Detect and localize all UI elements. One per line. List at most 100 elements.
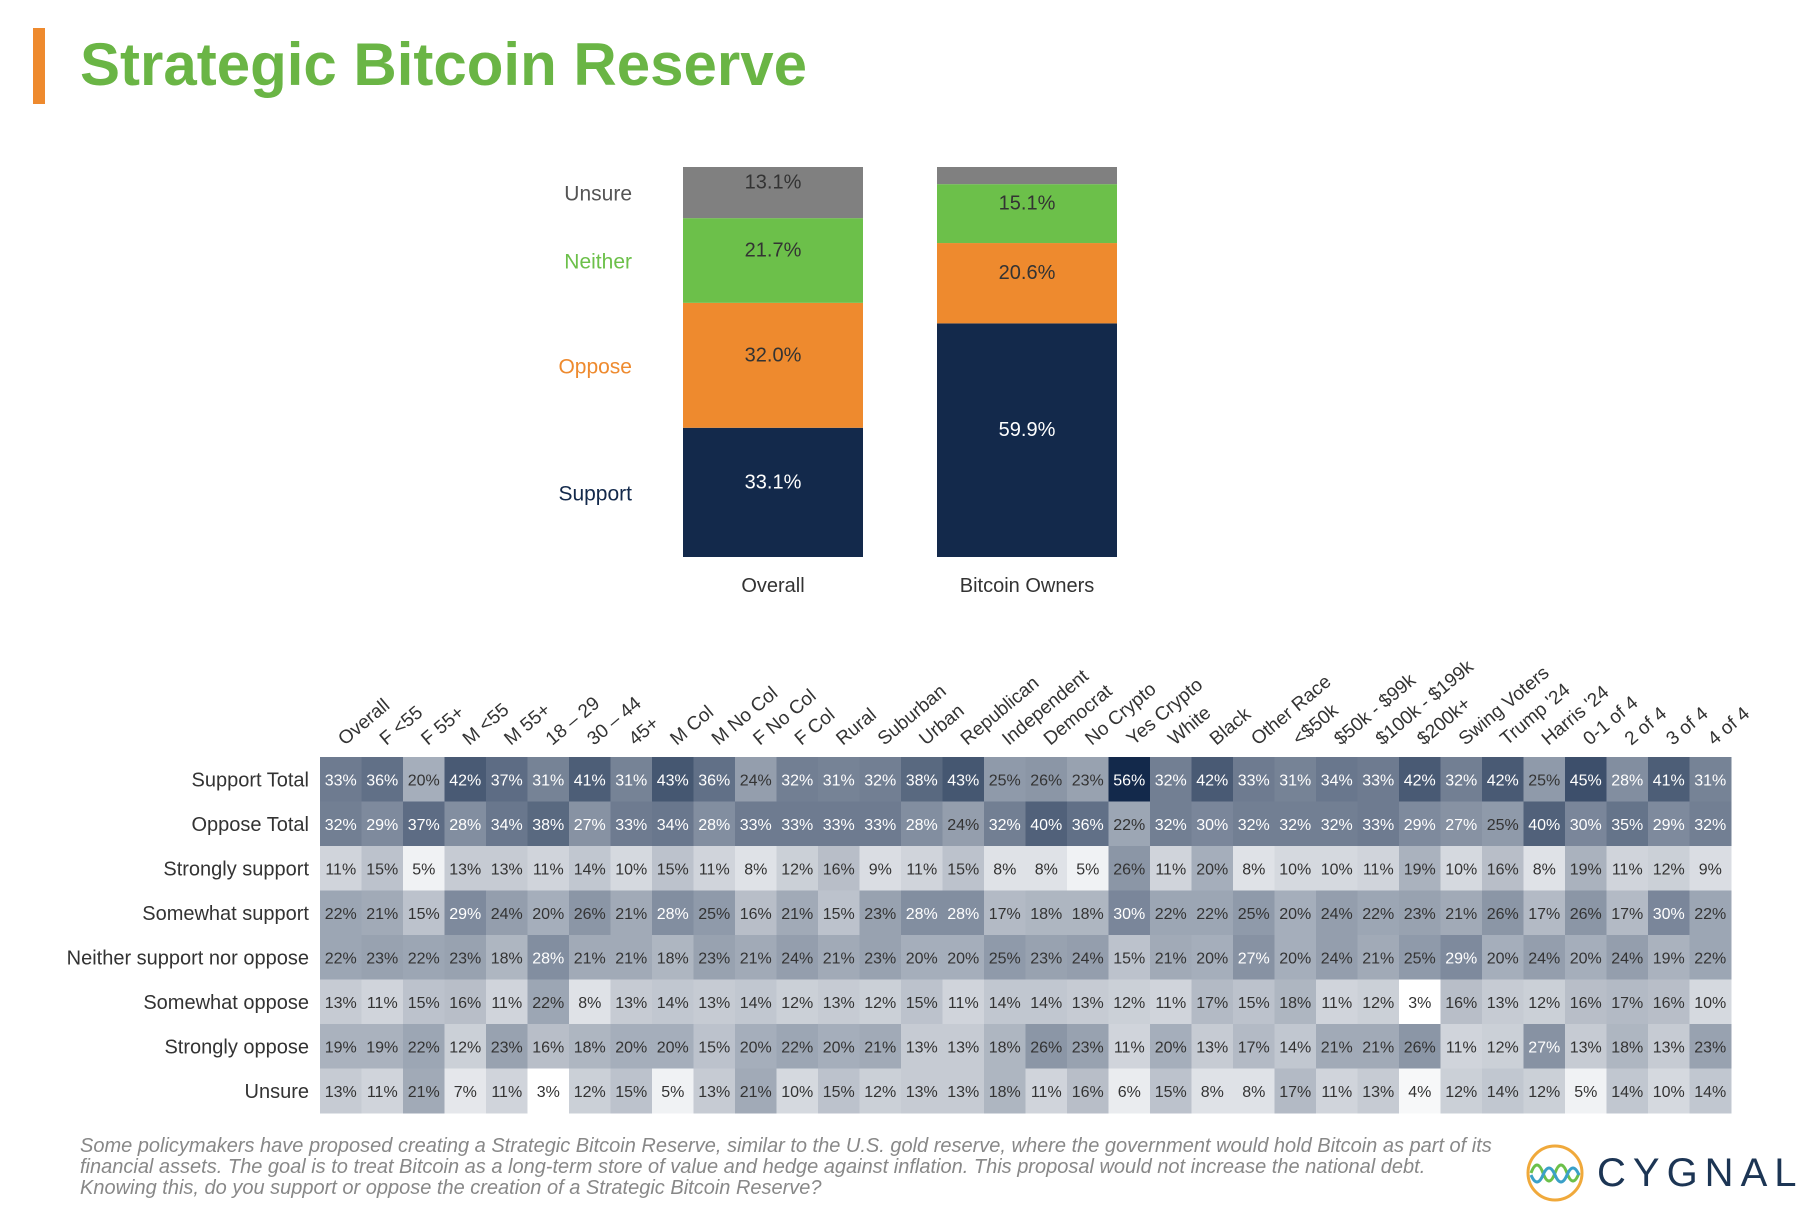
heat-cell-label: 16% <box>823 861 855 878</box>
heat-cell-label: 32% <box>325 817 357 834</box>
heat-cell-unsure-m-col <box>652 1068 694 1114</box>
heat-cell-support-total-m-55 <box>444 757 487 802</box>
heat-cell-neither-support-nor-oppose-200k <box>1399 935 1441 980</box>
heat-cell-oppose-total-200k <box>1399 801 1441 847</box>
heat-cell-unsure-50k-99k <box>1316 1068 1358 1114</box>
heat-cell-support-total-4-of-4 <box>1689 757 1732 802</box>
heat-cell-unsure-republican <box>942 1068 985 1114</box>
heat-cell-label: 29% <box>1445 950 1477 967</box>
heat-cell-label: 38% <box>906 772 938 789</box>
heat-cell-strongly-support-other-race <box>1233 846 1275 891</box>
heat-cell-neither-support-nor-oppose-f-55 <box>361 935 404 980</box>
heat-cell-support-total-overall <box>320 757 362 802</box>
heat-cell-neither-support-nor-oppose-m-55 <box>444 935 487 980</box>
heat-cell-label: 31% <box>1694 772 1726 789</box>
heat-cell-neither-support-nor-oppose-f-no-col <box>735 935 777 980</box>
heat-cell-label: 32% <box>989 817 1021 834</box>
heat-cell-label: 25% <box>1238 906 1270 923</box>
heat-cell-strongly-support-50k-99k <box>1316 846 1358 891</box>
heat-cell-neither-support-nor-oppose-harris-24 <box>1523 935 1566 980</box>
heat-cell-strongly-oppose-no-crypto <box>1067 1024 1109 1069</box>
heat-cell-somewhat-support-suburban <box>859 890 902 936</box>
heat-cell-somewhat-oppose-m-no-col <box>693 979 736 1025</box>
heat-cell-label: 11% <box>325 861 356 878</box>
heat-cell-strongly-support-f-55 <box>403 846 445 891</box>
logo-text: CYGNAL <box>1597 1150 1804 1195</box>
bar-overall-neither <box>683 218 863 303</box>
heat-cell-somewhat-support-democrat <box>1025 890 1068 936</box>
heat-cell-label: 36% <box>1072 817 1104 834</box>
heat-cell-somewhat-oppose-m-col <box>652 979 694 1025</box>
heat-cell-somewhat-oppose-overall <box>320 979 362 1025</box>
heat-cell-strongly-support-3-of-4 <box>1648 846 1690 891</box>
heat-cell-label: 21% <box>615 950 647 967</box>
heat-cell-label: 17% <box>1196 995 1228 1012</box>
heat-cell-somewhat-support-30-44 <box>569 890 611 936</box>
heat-cell-label: 23% <box>1072 1039 1104 1056</box>
heat-cell-label: 27% <box>1238 950 1270 967</box>
heat-cell-label: 18% <box>989 1039 1021 1056</box>
heat-cell-label: 28% <box>657 906 689 923</box>
heat-cell-label: 23% <box>1072 772 1104 789</box>
heat-cell-somewhat-support-f-col <box>776 890 819 936</box>
heat-cell-label: 12% <box>781 995 813 1012</box>
heat-cell-somewhat-oppose-50k-99k <box>1316 979 1358 1025</box>
heat-cell-strongly-oppose-overall <box>320 1024 362 1069</box>
bar-label-bitcoin-owners-neither: 15.1% <box>999 193 1056 215</box>
heat-cell-strongly-oppose-18-29 <box>527 1024 570 1069</box>
heat-cell-label: 30% <box>1570 817 1602 834</box>
heat-cell-label: 21% <box>615 906 647 923</box>
bar-bitcoin-owners-support <box>937 323 1117 557</box>
heat-cell-somewhat-support-45 <box>610 890 653 936</box>
heat-cell-label: 21% <box>823 950 855 967</box>
heat-cell-somewhat-support-18-29 <box>527 890 570 936</box>
heat-cell-label: 14% <box>1030 995 1062 1012</box>
heat-cell-strongly-oppose-f-no-col <box>735 1024 777 1069</box>
heat-cell-label: 12% <box>1653 861 1685 878</box>
heat-cell-somewhat-support-overall <box>320 890 362 936</box>
bar-label-overall-unsure: 13.1% <box>745 172 802 194</box>
heat-cell-label: 22% <box>408 950 440 967</box>
heat-cell-somewhat-oppose-other-race <box>1233 979 1275 1025</box>
heat-cell-label: 40% <box>1528 817 1560 834</box>
heat-cell-neither-support-nor-oppose-white <box>1150 935 1192 980</box>
heat-cell-label: 11% <box>1114 1039 1145 1056</box>
heat-cell-oppose-total-rural <box>818 801 860 847</box>
heat-cell-label: 25% <box>989 950 1021 967</box>
heat-cell-somewhat-support-independent <box>984 890 1026 936</box>
heat-cell-label: 35% <box>1611 817 1643 834</box>
heat-cell-label: 21% <box>1321 1039 1353 1056</box>
heat-cell-unsure-4-of-4 <box>1689 1068 1732 1114</box>
heat-cell-somewhat-support-yes-crypto <box>1108 890 1151 936</box>
stacked-bar-chart: 33.1% 32.0% 21.7% 13.1% Overall 59.9% 20.6% 15.… <box>558 167 1117 597</box>
heat-cell-label: 32% <box>1321 817 1353 834</box>
row-label-somewhat-support: Somewhat support <box>142 903 309 925</box>
heat-cell-neither-support-nor-oppose-4-of-4 <box>1689 935 1732 980</box>
heat-cell-unsure-rural <box>818 1068 860 1114</box>
heat-cell-label: 26% <box>1404 1039 1436 1056</box>
heat-cell-support-total-50k-99k <box>1316 757 1358 802</box>
heat-cell-neither-support-nor-oppose-other-race <box>1233 935 1275 980</box>
heat-cell-strongly-oppose-urban <box>901 1024 943 1069</box>
heat-cell-label: 25% <box>1487 817 1519 834</box>
heat-cell-somewhat-oppose-suburban <box>859 979 902 1025</box>
heat-cell-label: 36% <box>698 772 730 789</box>
heat-cell-label: 27% <box>1445 817 1477 834</box>
heat-cell-label: 18% <box>657 950 689 967</box>
heat-cell-label: 3% <box>537 1084 560 1101</box>
heat-cell-neither-support-nor-oppose-independent <box>984 935 1026 980</box>
row-label-unsure: Unsure <box>245 1081 309 1103</box>
heat-cell-label: 20% <box>740 1039 772 1056</box>
heat-cell-label: 33% <box>781 817 813 834</box>
heat-cell-somewhat-support-no-crypto <box>1067 890 1109 936</box>
heat-cell-label: 21% <box>574 950 606 967</box>
heat-cell-strongly-oppose-f-55 <box>403 1024 445 1069</box>
heat-cell-label: 13% <box>906 1084 938 1101</box>
column-header-4-of-4: 4 of 4 <box>1704 703 1754 750</box>
heat-cell-label: 13% <box>615 995 647 1012</box>
heat-cell-label: 13% <box>1072 995 1104 1012</box>
heat-cell-label: 23% <box>1694 1039 1726 1056</box>
heat-cell-oppose-total-30-44 <box>569 801 611 847</box>
heat-cell-somewhat-support-f-55 <box>403 890 445 936</box>
